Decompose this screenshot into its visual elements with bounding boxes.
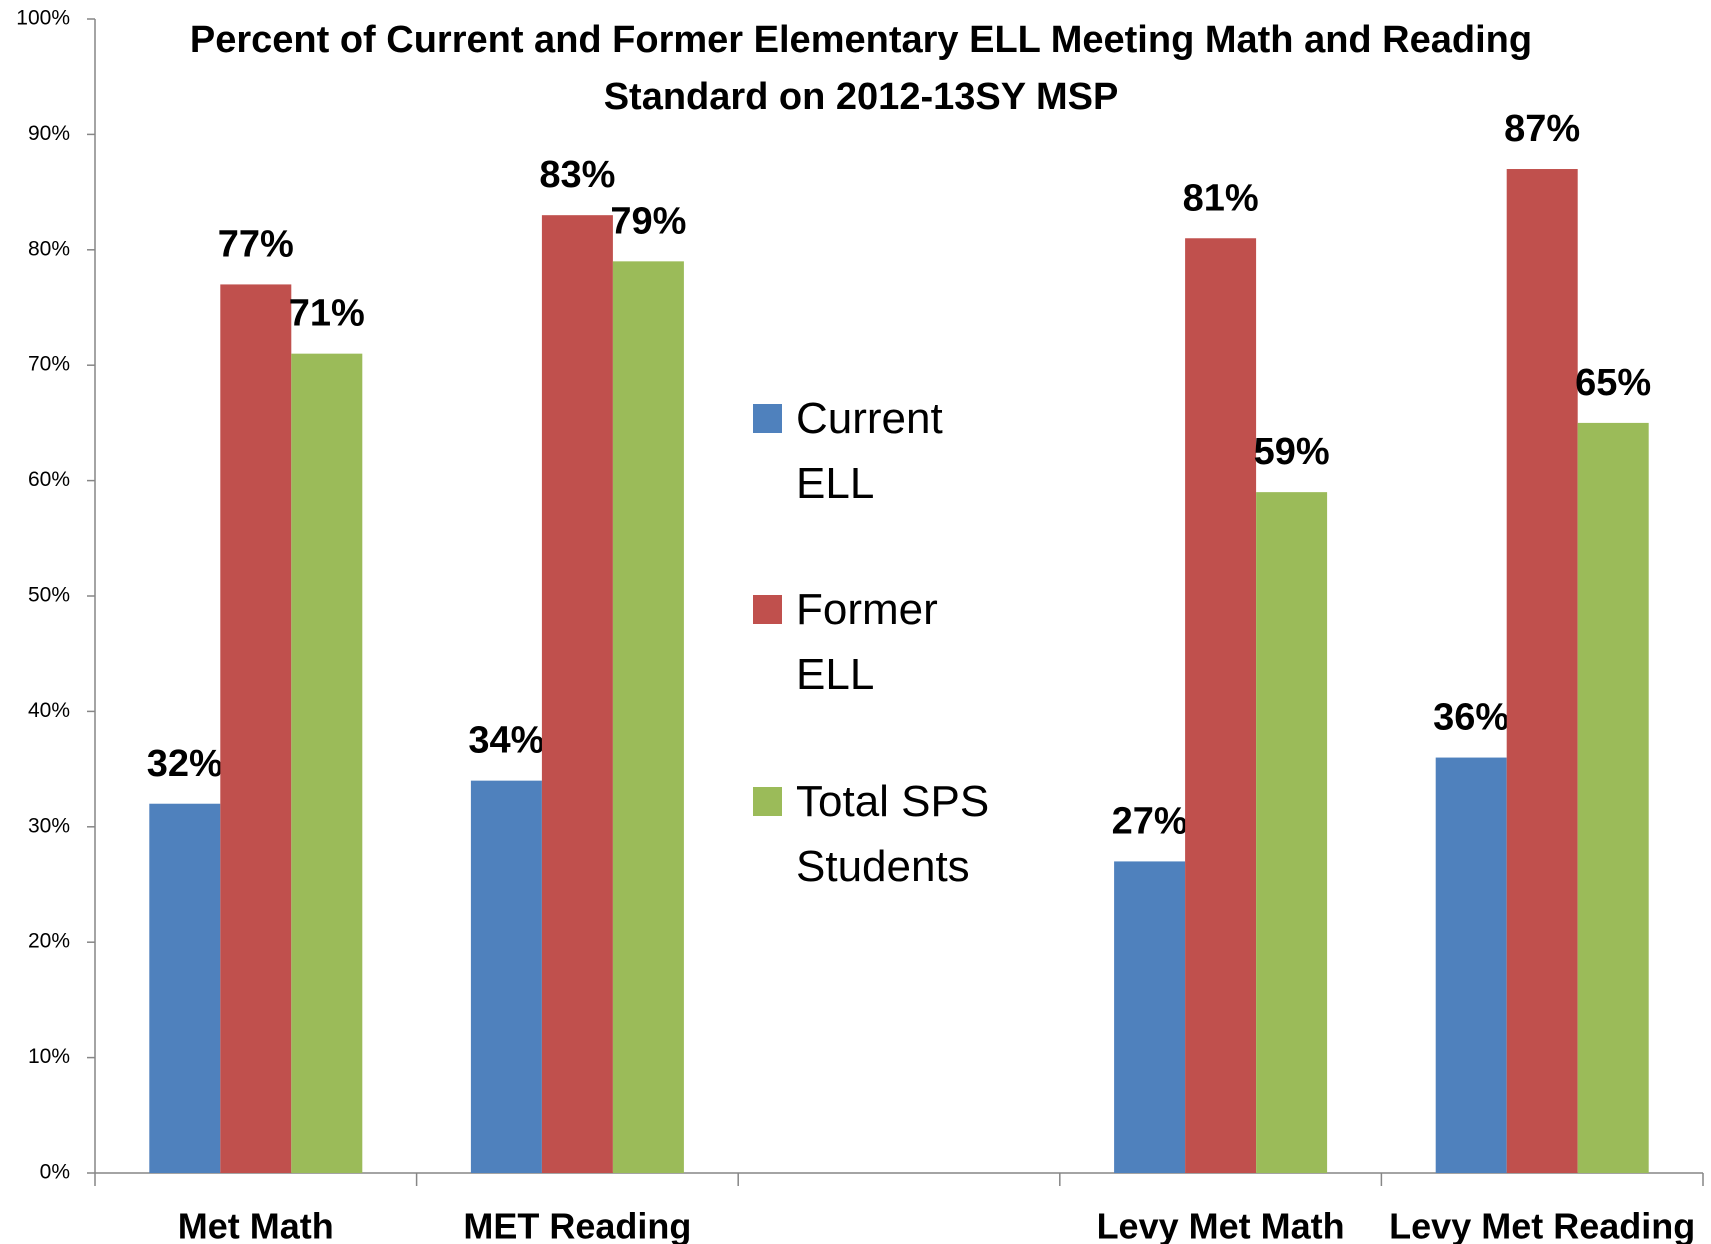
legend-label: Total SPS Students xyxy=(796,777,990,891)
value-label: 71% xyxy=(289,293,365,335)
y-tick-label: 60% xyxy=(28,468,70,491)
y-tick-label: 40% xyxy=(28,699,70,722)
legend-swatch xyxy=(753,595,782,624)
x-tick-label: Met Math xyxy=(178,1206,334,1244)
y-tick-label: 10% xyxy=(28,1045,70,1068)
x-tick-label: MET Reading xyxy=(463,1206,691,1244)
legend-label: Former ELL xyxy=(796,585,938,699)
value-label: 36% xyxy=(1433,697,1509,739)
y-tick-label: 20% xyxy=(28,930,70,953)
bar xyxy=(1577,422,1649,1173)
bar xyxy=(1435,757,1507,1173)
legend-label: Current ELL xyxy=(796,394,943,508)
y-tick-label: 30% xyxy=(28,814,70,837)
y-tick-label: 80% xyxy=(28,237,70,260)
y-tick-label: 100% xyxy=(16,7,70,30)
bar xyxy=(149,803,221,1173)
bar xyxy=(1506,169,1578,1173)
bar xyxy=(470,780,542,1173)
value-label: 59% xyxy=(1254,431,1330,473)
x-tick-label: Levy Met Math xyxy=(1097,1206,1345,1244)
value-label: 77% xyxy=(218,223,294,265)
bar xyxy=(541,215,613,1173)
value-label: 34% xyxy=(468,720,544,762)
value-label: 79% xyxy=(610,200,686,242)
bar xyxy=(291,353,363,1173)
value-label: 27% xyxy=(1112,800,1188,842)
value-label: 83% xyxy=(539,154,615,196)
x-tick-label: Levy Met Reading xyxy=(1389,1206,1695,1244)
bar xyxy=(1185,238,1257,1173)
legend-swatch xyxy=(753,787,782,816)
y-tick-label: 90% xyxy=(28,122,70,145)
legend-swatch xyxy=(753,404,782,433)
y-tick-label: 0% xyxy=(40,1161,70,1184)
bar xyxy=(220,284,292,1173)
y-tick-label: 50% xyxy=(28,584,70,607)
value-label: 81% xyxy=(1183,177,1259,219)
bar xyxy=(1256,492,1328,1173)
value-label: 32% xyxy=(147,743,223,785)
bar xyxy=(612,261,684,1174)
bar xyxy=(1114,861,1186,1173)
value-label: 87% xyxy=(1504,108,1580,150)
chart-title: Percent of Current and Former Elementary… xyxy=(190,19,1532,118)
value-label: 65% xyxy=(1575,362,1651,404)
y-tick-label: 70% xyxy=(28,353,70,376)
